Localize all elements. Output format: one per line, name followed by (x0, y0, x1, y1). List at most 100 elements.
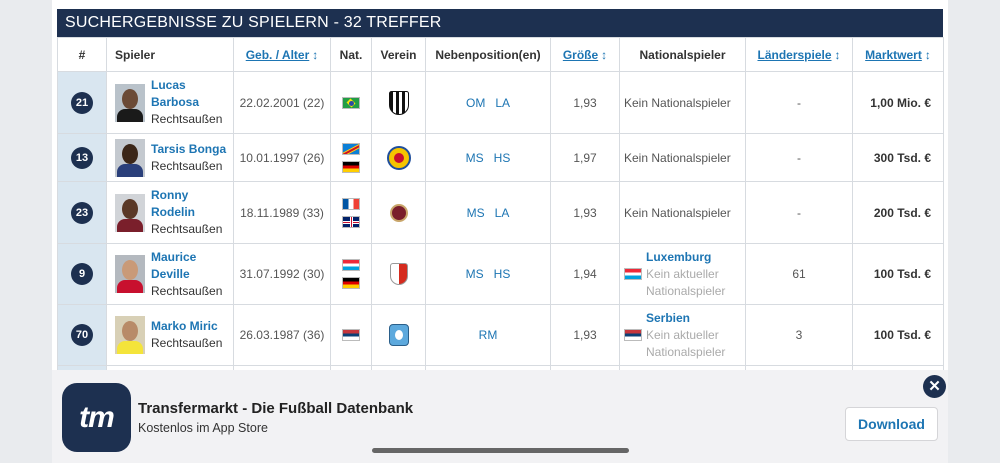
sort-link-height[interactable]: Größe (562, 47, 599, 62)
sort-icon[interactable]: ↕ (312, 47, 319, 62)
sort-link-market-value[interactable]: Marktwert (865, 47, 922, 62)
national-team-link[interactable]: Luxemburg (646, 249, 712, 264)
nationality-cell (330, 243, 372, 305)
player-position: Rechtsaußen (151, 283, 223, 298)
player-name-link[interactable]: Lucas Barbosa (151, 78, 200, 109)
secondary-positions-cell: MS HS (425, 133, 551, 182)
height-cell: 1,94 (550, 243, 620, 305)
col-header-player: Spieler (106, 37, 234, 72)
nationality-cell (330, 71, 372, 134)
servette-crest-icon[interactable] (389, 203, 408, 222)
caps-cell: - (745, 181, 853, 244)
height-cell: 1,93 (550, 71, 620, 134)
col-header-market-value[interactable]: Marktwert ↕ (852, 37, 944, 72)
germany-flag-icon (342, 277, 360, 289)
position-link[interactable]: MS (465, 267, 484, 281)
caps-cell: - (745, 133, 853, 182)
table-row: 23 Ronny Rodelin Rechtsaußen 18.11.1989 (… (57, 181, 944, 244)
birth-cell: 26.03.1987 (36) (233, 304, 331, 366)
sort-icon[interactable]: ↕ (834, 47, 841, 62)
player-photo[interactable] (115, 193, 145, 232)
col-header-birth[interactable]: Geb. / Alter ↕ (233, 37, 331, 72)
position-link[interactable]: LA (495, 95, 511, 110)
caps-cell: - (745, 71, 853, 134)
col-header-club: Verein (371, 37, 426, 72)
player-position: Rechtsaußen (151, 336, 223, 350)
club-cell (371, 71, 426, 134)
national-team-link[interactable]: Serbien (646, 310, 691, 325)
home-indicator[interactable] (372, 448, 629, 453)
col-header-height[interactable]: Größe ↕ (550, 37, 620, 72)
results-title: SUCHERGEBNISSE ZU SPIELERN - 32 TREFFER (57, 9, 943, 37)
height-cell: 1,93 (550, 181, 620, 244)
player-name-link[interactable]: Maurice Deville (151, 249, 197, 281)
sort-link-birth[interactable]: Geb. / Alter (245, 47, 310, 62)
secondary-positions-cell: RM (425, 304, 551, 366)
serbia-flag-icon (342, 329, 360, 341)
col-header-nationality: Nat. (330, 37, 372, 72)
birth-cell: 18.11.1989 (33) (233, 181, 331, 244)
shirt-number-cell: 70 (57, 304, 107, 366)
secondary-positions-cell: MS LA (425, 181, 551, 244)
national-player-cell: Kein Nationalspieler (619, 133, 746, 182)
sion-crest-icon[interactable] (389, 263, 408, 285)
player-name-link[interactable]: Tarsis Bonga (151, 141, 227, 156)
shirt-number-cell: 21 (57, 71, 107, 134)
player-name-link[interactable]: Ronny Rodelin (151, 188, 195, 219)
sort-link-caps[interactable]: Länderspiele (757, 47, 832, 62)
caps-cell: 61 (745, 243, 853, 305)
height-cell: 1,93 (550, 304, 620, 366)
player-cell: Marko Miric Rechtsaußen (106, 304, 234, 366)
player-photo[interactable] (115, 138, 145, 177)
shirt-number-badge: 70 (71, 324, 93, 346)
player-name-link[interactable]: Marko Miric (151, 319, 218, 333)
position-link[interactable]: MS (465, 150, 484, 165)
national-note: Nationalspieler (646, 283, 726, 298)
player-position: Rechtsaußen (151, 158, 223, 173)
position-link[interactable]: HS (493, 150, 511, 165)
players-table: # Spieler Geb. / Alter ↕ Nat. Verein Nebe… (57, 37, 944, 376)
app-store-banner (52, 370, 948, 463)
national-note: Nationalspieler (646, 344, 726, 359)
position-link[interactable]: HS (493, 267, 511, 281)
national-note: Kein aktueller (646, 266, 719, 281)
position-link[interactable]: RM (478, 328, 498, 342)
club-cell (371, 133, 426, 182)
serbia-flag-icon (624, 329, 642, 341)
position-link[interactable]: MS (466, 205, 485, 220)
player-cell: Ronny Rodelin Rechtsaußen (106, 181, 234, 244)
player-position: Rechtsaußen (151, 112, 223, 126)
brazil-flag-icon (342, 96, 360, 109)
player-photo[interactable] (115, 255, 145, 293)
position-link[interactable]: LA (494, 205, 510, 220)
market-value-cell: 1,00 Mio. € (852, 71, 944, 134)
download-button[interactable]: Download (845, 407, 938, 441)
santos-crest-icon[interactable] (388, 90, 409, 115)
secondary-positions-cell: MS HS (425, 243, 551, 305)
table-header: # Spieler Geb. / Alter ↕ Nat. Verein Nebe… (57, 37, 944, 72)
col-header-number: # (57, 37, 107, 72)
national-player-cell: Serbien Kein aktueller Nationalspieler (619, 304, 746, 366)
club-cell (371, 243, 426, 305)
player-photo[interactable] (115, 316, 145, 354)
uk-flag-icon (342, 215, 360, 228)
player-photo[interactable] (115, 83, 145, 122)
sort-icon[interactable]: ↕ (601, 47, 608, 62)
table-row: 21 Lucas Barbosa Rechtsaußen 22.02.2001 (… (57, 71, 944, 134)
birth-cell: 22.02.2001 (22) (233, 71, 331, 134)
col-header-secondary-positions: Nebenposition(en) (425, 37, 551, 72)
braunschweig-crest-icon[interactable] (386, 145, 411, 170)
col-header-caps[interactable]: Länderspiele ↕ (745, 37, 853, 72)
table-row: 9 Maurice Deville Rechtsaußen 31.07.1992 … (57, 243, 944, 305)
hobro-crest-icon[interactable] (388, 324, 409, 346)
nationality-cell (330, 304, 372, 366)
market-value-cell: 200 Tsd. € (852, 181, 944, 244)
height-cell: 1,97 (550, 133, 620, 182)
dr-congo-flag-icon (342, 142, 360, 155)
transfermarkt-app-logo[interactable]: tm (62, 383, 131, 452)
sort-icon[interactable]: ↕ (924, 47, 931, 62)
luxembourg-flag-icon (342, 259, 360, 271)
close-icon[interactable]: ✕ (923, 375, 946, 398)
position-link[interactable]: OM (465, 95, 486, 110)
shirt-number-cell: 23 (57, 181, 107, 244)
